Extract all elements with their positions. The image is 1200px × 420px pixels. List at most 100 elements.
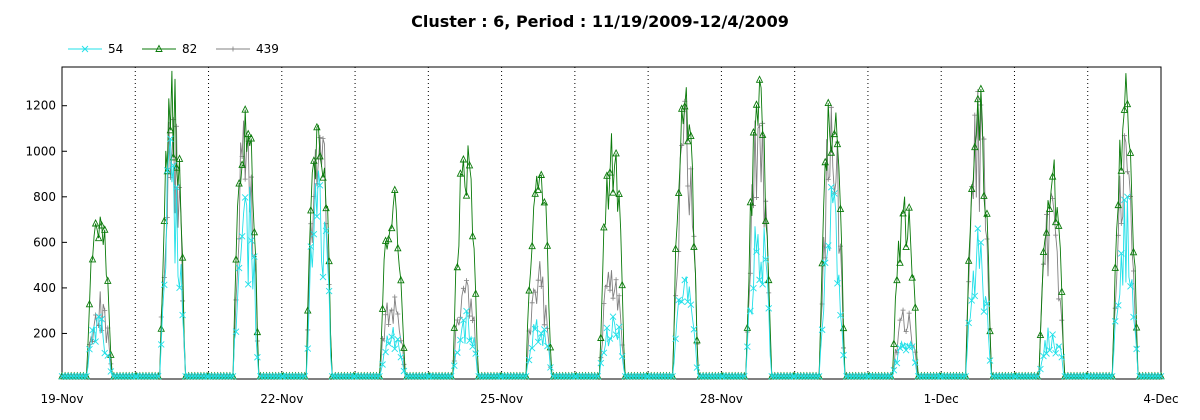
data-point xyxy=(650,372,658,380)
data-point xyxy=(875,372,882,380)
data-point xyxy=(465,160,474,169)
data-point xyxy=(612,148,620,157)
data-point xyxy=(809,372,817,380)
data-point xyxy=(102,307,108,313)
data-point xyxy=(450,323,459,331)
data-point xyxy=(1102,372,1110,380)
data-point xyxy=(974,225,982,232)
data-point xyxy=(460,316,467,324)
data-point xyxy=(940,372,948,380)
data-point xyxy=(1056,296,1062,302)
data-point xyxy=(918,372,925,380)
data-point xyxy=(824,242,832,249)
data-point xyxy=(893,275,901,284)
data-point xyxy=(528,241,536,250)
data-point xyxy=(647,372,655,380)
data-point xyxy=(591,372,599,380)
data-point xyxy=(238,160,246,168)
data-point xyxy=(762,256,769,263)
data-point xyxy=(454,349,461,356)
y-tick-label: 1200 xyxy=(25,99,56,113)
data-point xyxy=(400,343,408,351)
data-point xyxy=(1123,99,1132,108)
data-point xyxy=(562,372,570,380)
y-tick-label: 600 xyxy=(33,235,56,249)
data-point xyxy=(1005,372,1012,380)
data-point xyxy=(899,342,907,350)
data-point xyxy=(684,136,692,145)
data-point xyxy=(507,372,515,380)
y-tick-label: 200 xyxy=(33,326,56,340)
data-point xyxy=(531,325,539,333)
data-point xyxy=(600,349,608,357)
data-point xyxy=(800,372,808,380)
data-point xyxy=(272,372,280,380)
data-point xyxy=(986,357,994,364)
data-point xyxy=(541,322,547,328)
x-tick-label: 22-Nov xyxy=(260,392,303,406)
data-point xyxy=(319,173,327,181)
data-point xyxy=(1053,232,1059,238)
data-point xyxy=(516,372,524,380)
data-point xyxy=(1045,204,1054,212)
data-point xyxy=(179,311,186,319)
data-point xyxy=(1129,247,1138,256)
data-point xyxy=(881,372,889,380)
data-point xyxy=(98,315,106,323)
data-point xyxy=(1151,372,1159,380)
data-point xyxy=(634,372,641,380)
data-point xyxy=(1108,372,1116,380)
data-point xyxy=(283,372,290,380)
data-point xyxy=(469,343,476,350)
data-point xyxy=(136,372,144,380)
data-point xyxy=(947,372,954,380)
data-point xyxy=(107,368,115,375)
data-point xyxy=(837,243,843,249)
data-point xyxy=(151,372,159,380)
data-point xyxy=(687,301,695,308)
data-point xyxy=(693,364,701,371)
data-point xyxy=(178,253,187,261)
data-point xyxy=(780,372,788,380)
data-point xyxy=(672,335,679,343)
x-tick-label: 4-Dec xyxy=(1143,392,1178,406)
data-point xyxy=(110,372,118,380)
data-point xyxy=(525,286,533,294)
data-point xyxy=(1051,217,1060,226)
data-point xyxy=(747,307,754,315)
data-point xyxy=(615,323,623,331)
data-point xyxy=(316,151,324,160)
data-point xyxy=(217,372,225,380)
data-point xyxy=(818,258,826,267)
data-point xyxy=(791,372,798,380)
data-point xyxy=(70,372,78,380)
data-point xyxy=(1090,372,1098,380)
data-point xyxy=(1042,228,1051,236)
data-point xyxy=(133,372,141,380)
data-point xyxy=(1021,372,1029,380)
data-point xyxy=(755,75,764,83)
data-point xyxy=(836,204,845,212)
data-point xyxy=(858,372,866,380)
data-point xyxy=(320,136,326,142)
data-point xyxy=(702,372,710,380)
data-point xyxy=(777,372,785,380)
data-point xyxy=(394,336,402,343)
data-point xyxy=(956,372,963,380)
data-point xyxy=(463,307,470,315)
data-point xyxy=(383,312,389,318)
data-point xyxy=(113,372,121,380)
data-point xyxy=(884,372,892,380)
data-point xyxy=(177,184,183,190)
data-point xyxy=(532,289,538,295)
data-point xyxy=(902,242,910,251)
data-point xyxy=(504,372,512,380)
data-point xyxy=(594,372,602,380)
data-point xyxy=(384,234,393,243)
data-point xyxy=(475,372,483,380)
data-point xyxy=(307,243,315,250)
data-point xyxy=(1124,169,1130,175)
data-point xyxy=(693,335,701,344)
data-point xyxy=(104,276,112,284)
data-point xyxy=(457,314,463,320)
